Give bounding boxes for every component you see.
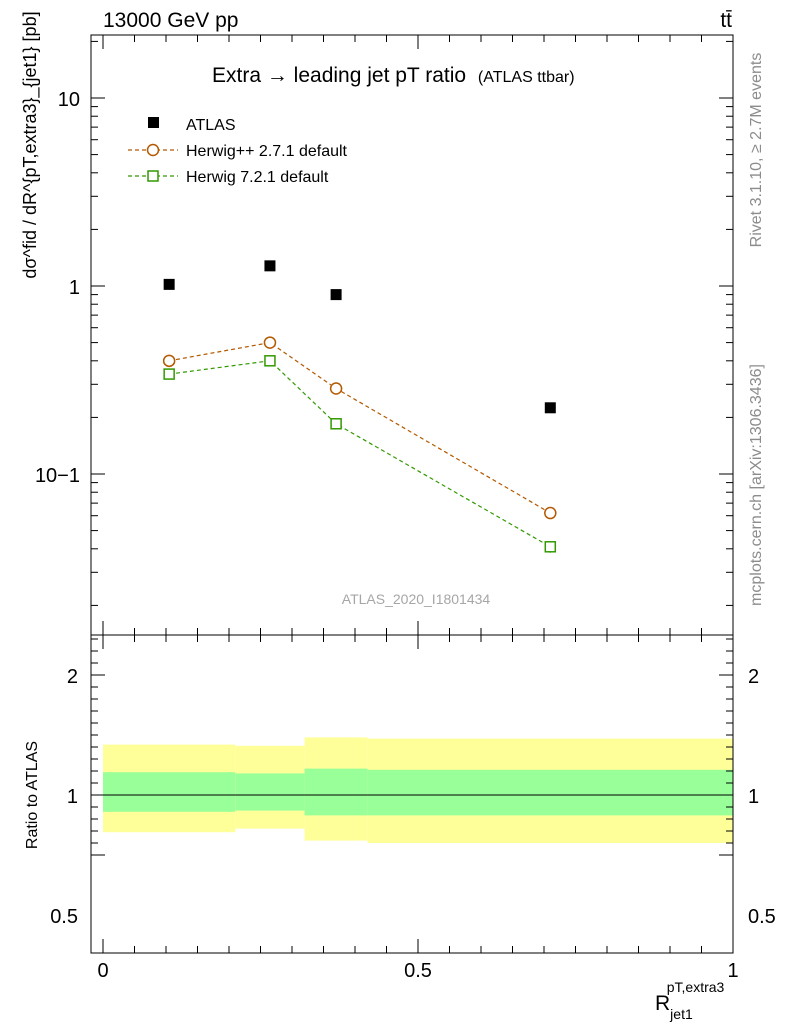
chart-title: Extra → leading jet pT ratio (ATLAS ttba…: [212, 64, 575, 87]
x-axis-title: Rjet1pT,extra3: [655, 979, 725, 1022]
xtick-label-0p5: 0.5: [404, 960, 432, 982]
herwig7-point: [163, 368, 175, 380]
atlas-point: [330, 289, 342, 301]
rivet-label: Rivet 3.1.10, ≥ 2.7M events: [748, 53, 765, 248]
series-line-herwigpp: [168, 341, 551, 514]
xtick-label-0: 0: [97, 960, 108, 982]
main-ytick-label-10: 10: [58, 89, 80, 111]
mcplots-label: mcplots.cern.ch [arXiv:1306.3436]: [748, 364, 765, 606]
herwigpp-point: [329, 382, 343, 395]
legend-label-atlas: ATLAS: [186, 117, 236, 134]
ratio-ytick-label-05-left: 0.5: [50, 906, 78, 928]
ratio-ytick-label-1-left: 1: [67, 786, 78, 808]
herwigpp-point: [263, 336, 277, 349]
main-y-ticks: [91, 35, 734, 635]
herwigpp-point: [162, 354, 176, 368]
legend-marker-herwig7: [147, 170, 159, 182]
main-panel: 10 1 10−1 dσ^fid / dR^{pT,extra3}_{jet1}…: [20, 11, 734, 636]
legend-label-herwig7: Herwig 7.2.1 default: [186, 169, 329, 186]
ratio-ytick-label-1-right: 1: [748, 786, 759, 808]
main-data-layer: [162, 260, 557, 553]
ratio-panel: 2 1 0.5 2 1 0.5 Ratio to ATLAS 0 0.5 1 R…: [24, 634, 776, 1022]
ratio-ticks: [91, 635, 734, 953]
header-left-label: 13000 GeV pp: [103, 9, 238, 32]
herwig7-point: [264, 355, 276, 367]
chart-title-text: Extra → leading jet pT ratio: [212, 64, 466, 87]
main-ytick-label-1: 1: [69, 277, 80, 299]
atlas-point: [264, 260, 276, 272]
main-ytick-label-0p1: 10−1: [35, 465, 80, 487]
header-right-label: tt̄: [720, 9, 732, 32]
herwig7-point: [330, 418, 342, 430]
ratio-ytick-label-2-right: 2: [748, 666, 759, 688]
main-ylabel: dσ^fid / dR^{pT,extra3}_{jet1} [pb]: [20, 11, 41, 278]
ratio-band-inner: [235, 773, 305, 811]
legend-marker-herwigpp: [146, 143, 160, 157]
chart-title-suffix: (ATLAS ttbar): [478, 69, 575, 86]
ratio-frame: [90, 634, 734, 954]
analysis-watermark: ATLAS_2020_I1801434: [342, 591, 491, 607]
series-line-herwig7: [169, 360, 551, 548]
ratio-band-inner: [367, 769, 733, 816]
legend-marker-atlas: [148, 117, 159, 128]
ratio-band-inner: [103, 772, 236, 812]
atlas-point: [163, 278, 175, 290]
ratio-ytick-label-05-right: 0.5: [748, 906, 776, 928]
atlas-point: [544, 402, 556, 414]
xtick-label-1: 1: [727, 960, 738, 982]
ratio-band-inner: [304, 768, 368, 816]
ratio-ytick-label-2-left: 2: [67, 666, 78, 688]
ratio-ylabel: Ratio to ATLAS: [24, 741, 41, 849]
ratio-bands-layer: [103, 737, 733, 843]
herwig7-point: [544, 541, 557, 553]
legend-label-herwigpp: Herwig++ 2.7.1 default: [186, 143, 348, 160]
legend: ATLAS Herwig++ 2.7.1 default Herwig 7.2.…: [128, 117, 348, 186]
herwigpp-point: [544, 506, 557, 520]
